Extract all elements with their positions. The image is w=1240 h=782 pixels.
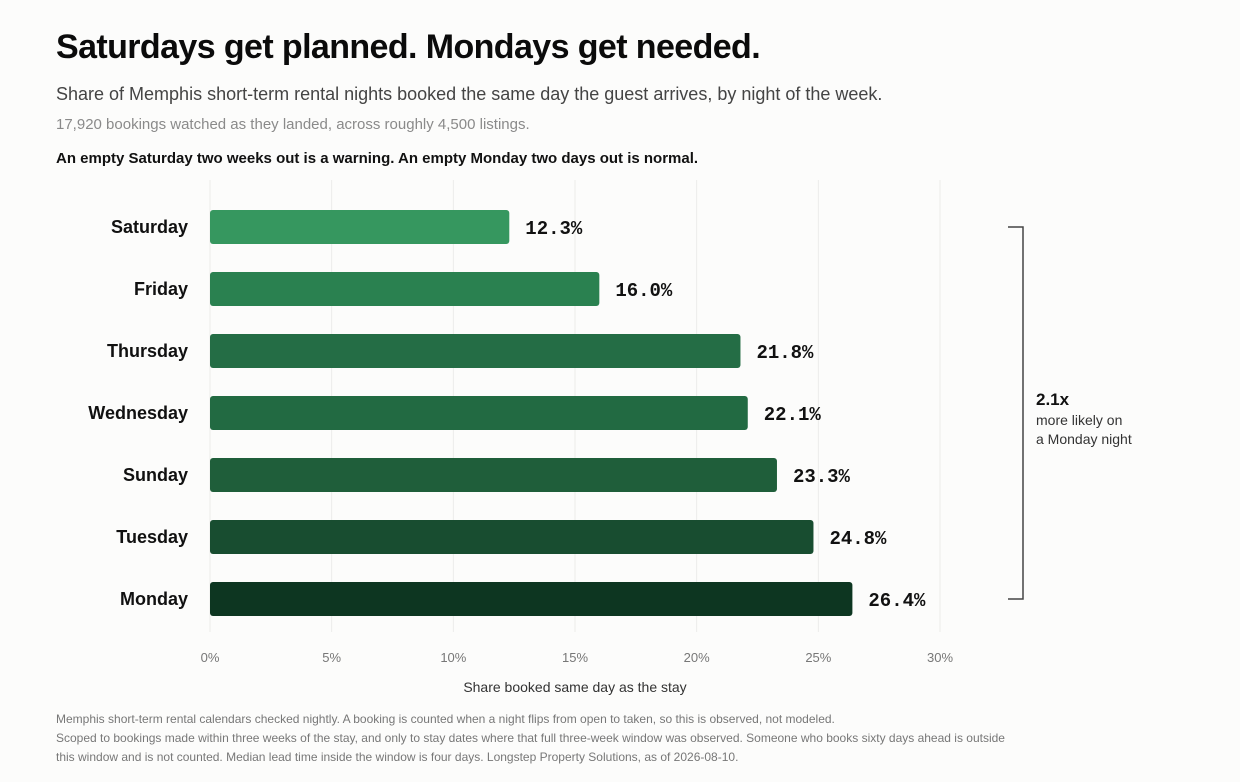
x-tick-label: 30% xyxy=(927,650,953,665)
bar-tuesday xyxy=(210,520,814,554)
value-label: 26.4% xyxy=(868,590,926,612)
category-label: Tuesday xyxy=(116,527,188,547)
x-tick-label: 20% xyxy=(684,650,710,665)
category-label: Thursday xyxy=(107,341,188,361)
value-labels: 12.3% 16.0% 21.8% 22.1% 23.3% 24.8% 26.4% xyxy=(525,218,926,612)
value-label: 12.3% xyxy=(525,218,583,240)
x-tick-label: 10% xyxy=(440,650,466,665)
bar-wednesday xyxy=(210,396,748,430)
ratio-annotation: 2.1x more likely on a Monday night xyxy=(1036,390,1132,449)
x-tick-labels: 0% 5% 10% 15% 20% 25% 30% xyxy=(201,650,954,665)
bar-thursday xyxy=(210,334,741,368)
category-labels: Saturday Friday Thursday Wednesday Sunday Tue… xyxy=(88,217,188,609)
x-tick-label: 0% xyxy=(201,650,220,665)
sample-size-note: 17,920 bookings watched as they landed, … xyxy=(56,116,530,133)
x-axis-label: Share booked same day as the stay xyxy=(463,679,686,695)
bar-saturday xyxy=(210,210,510,244)
category-label: Monday xyxy=(120,589,188,609)
bars xyxy=(210,210,853,616)
bar-sunday xyxy=(210,458,777,492)
x-tick-label: 15% xyxy=(562,650,588,665)
bar-friday xyxy=(210,272,600,306)
value-label: 24.8% xyxy=(829,528,887,550)
category-label: Wednesday xyxy=(88,403,188,423)
value-label: 23.3% xyxy=(793,466,851,488)
x-tick-label: 25% xyxy=(805,650,831,665)
footnote: Memphis short-term rental calendars chec… xyxy=(56,710,1016,767)
category-label: Sunday xyxy=(123,465,188,485)
value-label: 16.0% xyxy=(615,280,673,302)
value-label: 21.8% xyxy=(756,342,814,364)
ratio-value: 2.1x xyxy=(1036,390,1070,409)
category-label: Saturday xyxy=(111,217,188,237)
ratio-text-line1: more likely on xyxy=(1036,412,1123,428)
ratio-text-line2: a Monday night xyxy=(1036,431,1132,447)
kicker-text: An empty Saturday two weeks out is a war… xyxy=(56,150,699,167)
page-subtitle: Share of Memphis short-term rental night… xyxy=(56,84,883,104)
footnote-line1: Memphis short-term rental calendars chec… xyxy=(56,712,835,726)
bar-monday xyxy=(210,582,853,616)
category-label: Friday xyxy=(134,279,188,299)
comparison-bracket xyxy=(1008,226,1024,600)
value-label: 22.1% xyxy=(764,404,822,426)
page-title: Saturdays get planned. Mondays get neede… xyxy=(56,28,761,66)
footnote-line2: Scoped to bookings made within three wee… xyxy=(56,731,1005,764)
x-tick-label: 5% xyxy=(322,650,341,665)
